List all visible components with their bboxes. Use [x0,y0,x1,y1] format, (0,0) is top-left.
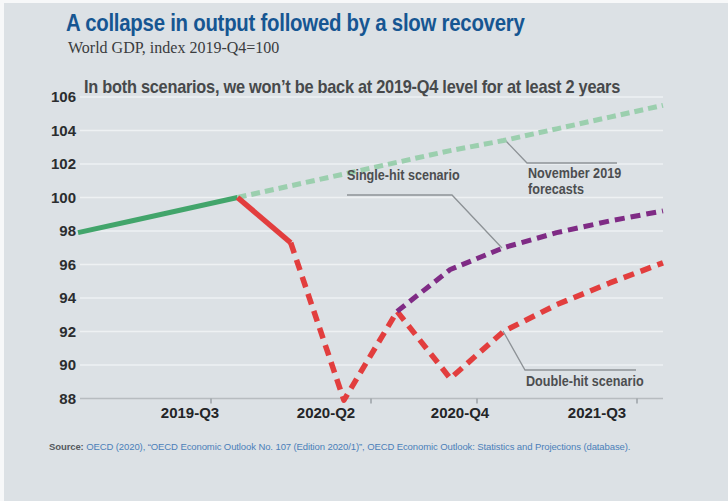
label-leader-line [503,331,636,370]
label-leader-line [347,195,502,248]
label-leader-line [505,140,617,163]
chart-plot-area [0,0,728,501]
source-note: Source: OECD (2020), “OECD Economic Outl… [49,441,630,452]
series-label-double-hit-scenario: Double-hit scenario [526,373,644,389]
y-axis-tick-label: 96 [30,256,76,274]
y-axis-tick-label: 94 [30,289,76,307]
series-line-solid [78,198,238,233]
series-line-dashed [397,211,663,312]
y-axis-tick-label: 92 [30,323,76,341]
chart-panel: A collapse in output followed by a slow … [0,0,728,501]
x-axis-tick-label: 2020-Q2 [297,404,355,421]
series-label-november-2019-forecasts: November 2019 forecasts [528,165,621,197]
y-axis-tick-label: 90 [30,356,76,374]
y-axis-tick-label: 102 [30,155,76,173]
x-axis-tick-label: 2019-Q3 [161,404,219,421]
y-axis-tick-label: 98 [30,222,76,240]
series-label-november-line2: forecasts [528,181,621,197]
series-line-solid [238,198,291,243]
x-axis-tick-label: 2021-Q3 [568,404,626,421]
series-label-november-line1: November 2019 [528,165,621,181]
y-axis-tick-label: 100 [30,189,76,207]
y-axis-tick-label: 88 [30,390,76,408]
source-citation: OECD (2020), “OECD Economic Outlook No. … [86,441,630,452]
series-label-single-hit-scenario: Single-hit scenario [347,167,460,183]
y-axis-tick-label: 106 [30,88,76,106]
y-axis-tick-label: 104 [30,122,76,140]
source-prefix: Source: [49,441,86,452]
x-axis-tick-label: 2020-Q4 [431,404,489,421]
